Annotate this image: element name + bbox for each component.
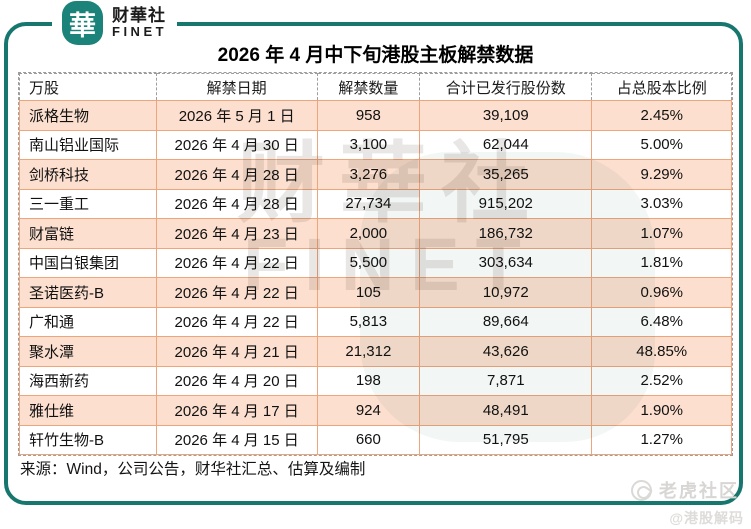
- cell-company: 派格生物: [19, 100, 157, 131]
- cell-company: 海西新药: [19, 365, 157, 396]
- cell-unlock-date: 2026 年 4 月 30 日: [155, 129, 318, 160]
- cell-company: 广和通: [19, 306, 157, 337]
- table-row: 轩竹生物-B 2026 年 4 月 15 日 660 51,795 1.27%: [19, 424, 732, 455]
- cell-unlock-date: 2026 年 5 月 1 日: [155, 100, 318, 131]
- header-unlock-quantity: 解禁数量: [316, 73, 421, 101]
- header-unlock-date: 解禁日期: [155, 73, 318, 101]
- cell-total-issued-shares: 39,109: [419, 100, 593, 131]
- cell-company: 轩竹生物-B: [19, 424, 157, 455]
- cell-total-issued-shares: 7,871: [419, 365, 593, 396]
- table-row: 海西新药 2026 年 4 月 20 日 198 7,871 2.52%: [19, 365, 732, 396]
- cell-pct-of-total: 6.48%: [591, 306, 732, 337]
- cell-unlock-date: 2026 年 4 月 21 日: [155, 336, 318, 367]
- cell-unlock-quantity: 5,500: [316, 247, 421, 278]
- cell-pct-of-total: 0.96%: [591, 277, 732, 308]
- header-total-issued-shares: 合计已发行股份数: [419, 73, 593, 101]
- table-row: 派格生物 2026 年 5 月 1 日 958 39,109 2.45%: [19, 100, 732, 131]
- cell-unlock-date: 2026 年 4 月 23 日: [155, 218, 318, 249]
- cell-unlock-date: 2026 年 4 月 17 日: [155, 395, 318, 426]
- cell-total-issued-shares: 10,972: [419, 277, 593, 308]
- cell-pct-of-total: 1.27%: [591, 424, 732, 455]
- lockup-data-table: 万股 解禁日期 解禁数量 合计已发行股份数 占总股本比例 派格生物 2026 年…: [18, 72, 733, 456]
- cell-total-issued-shares: 62,044: [419, 129, 593, 160]
- cell-total-issued-shares: 51,795: [419, 424, 593, 455]
- table-row: 财富链 2026 年 4 月 23 日 2,000 186,732 1.07%: [19, 218, 732, 249]
- cell-company: 雅仕维: [19, 395, 157, 426]
- cell-unlock-date: 2026 年 4 月 15 日: [155, 424, 318, 455]
- table-row: 三一重工 2026 年 4 月 28 日 27,734 915,202 3.03…: [19, 188, 732, 219]
- cell-unlock-quantity: 105: [316, 277, 421, 308]
- finet-logo-glyph: 華: [69, 10, 96, 41]
- cell-company: 中国白银集团: [19, 247, 157, 278]
- author-handle-watermark: @港股解码: [669, 510, 744, 526]
- cell-unlock-quantity: 5,813: [316, 306, 421, 337]
- tiger-community-icon: [631, 479, 652, 501]
- cell-pct-of-total: 1.90%: [591, 395, 732, 426]
- cell-unlock-quantity: 27,734: [316, 188, 421, 219]
- source-attribution: 来源：Wind，公司公告，财华社汇总、估算及编制: [20, 461, 366, 478]
- cell-unlock-quantity: 198: [316, 365, 421, 396]
- cell-total-issued-shares: 48,491: [419, 395, 593, 426]
- cell-pct-of-total: 5.00%: [591, 129, 732, 160]
- table-row: 中国白银集团 2026 年 4 月 22 日 5,500 303,634 1.8…: [19, 247, 732, 278]
- cell-pct-of-total: 9.29%: [591, 159, 732, 190]
- header-pct-of-total: 占总股本比例: [591, 73, 732, 101]
- finet-logo-icon: 華: [62, 1, 103, 45]
- page-title: 2026 年 4 月中下旬港股主板解禁数据: [217, 45, 534, 66]
- cell-unlock-date: 2026 年 4 月 22 日: [155, 306, 318, 337]
- brand-name-english: FINET: [112, 24, 168, 40]
- cell-pct-of-total: 1.07%: [591, 218, 732, 249]
- cell-total-issued-shares: 915,202: [419, 188, 593, 219]
- cell-company: 南山铝业国际: [19, 129, 157, 160]
- cell-unlock-date: 2026 年 4 月 22 日: [155, 277, 318, 308]
- cell-total-issued-shares: 303,634: [419, 247, 593, 278]
- table-row: 圣诺医药-B 2026 年 4 月 22 日 105 10,972 0.96%: [19, 277, 732, 308]
- cell-pct-of-total: 2.45%: [591, 100, 732, 131]
- cell-unlock-quantity: 2,000: [316, 218, 421, 249]
- table-row: 聚水潭 2026 年 4 月 21 日 21,312 43,626 48.85%: [19, 336, 732, 367]
- brand-name-chinese: 财華社: [112, 6, 166, 26]
- header-unit: 万股: [19, 73, 157, 101]
- cell-unlock-quantity: 3,276: [316, 159, 421, 190]
- cell-total-issued-shares: 43,626: [419, 336, 593, 367]
- table-row: 广和通 2026 年 4 月 22 日 5,813 89,664 6.48%: [19, 306, 732, 337]
- cell-unlock-quantity: 3,100: [316, 129, 421, 160]
- cell-company: 剑桥科技: [19, 159, 157, 190]
- cell-unlock-date: 2026 年 4 月 20 日: [155, 365, 318, 396]
- cell-total-issued-shares: 89,664: [419, 306, 593, 337]
- teal-rounded-frame: [4, 22, 743, 505]
- cell-pct-of-total: 3.03%: [591, 188, 732, 219]
- table-row: 雅仕维 2026 年 4 月 17 日 924 48,491 1.90%: [19, 395, 732, 426]
- cell-unlock-date: 2026 年 4 月 28 日: [155, 159, 318, 190]
- cell-total-issued-shares: 35,265: [419, 159, 593, 190]
- cell-company: 三一重工: [19, 188, 157, 219]
- table-header-row: 万股 解禁日期 解禁数量 合计已发行股份数 占总股本比例: [19, 73, 732, 101]
- cell-unlock-date: 2026 年 4 月 22 日: [155, 247, 318, 278]
- cell-pct-of-total: 2.52%: [591, 365, 732, 396]
- cell-company: 财富链: [19, 218, 157, 249]
- table-row: 剑桥科技 2026 年 4 月 28 日 3,276 35,265 9.29%: [19, 159, 732, 190]
- tiger-community-label: 老虎社区: [659, 481, 739, 501]
- tiger-community-watermark: 老虎社区: [631, 477, 739, 503]
- finet-brand-logo: 華 财華社 FINET: [52, 1, 178, 47]
- cell-unlock-quantity: 21,312: [316, 336, 421, 367]
- cell-company: 聚水潭: [19, 336, 157, 367]
- cell-unlock-quantity: 660: [316, 424, 421, 455]
- table-row: 南山铝业国际 2026 年 4 月 30 日 3,100 62,044 5.00…: [19, 129, 732, 160]
- cell-pct-of-total: 1.81%: [591, 247, 732, 278]
- cell-unlock-quantity: 958: [316, 100, 421, 131]
- brand-text: 财華社 FINET: [112, 7, 167, 38]
- cell-pct-of-total: 48.85%: [591, 336, 732, 367]
- cell-unlock-date: 2026 年 4 月 28 日: [155, 188, 318, 219]
- cell-company: 圣诺医药-B: [19, 277, 157, 308]
- cell-unlock-quantity: 924: [316, 395, 421, 426]
- cell-total-issued-shares: 186,732: [419, 218, 593, 249]
